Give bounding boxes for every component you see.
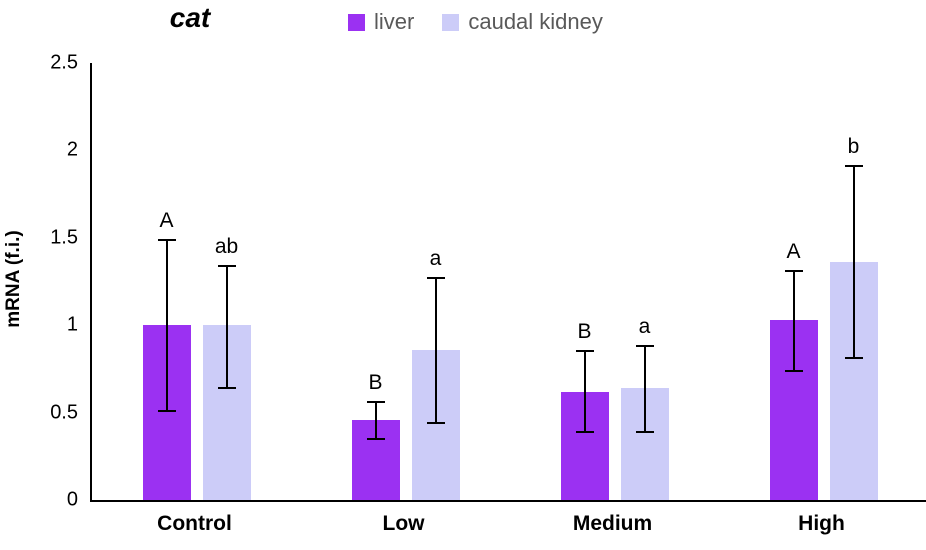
error-bar-cap <box>366 401 385 404</box>
y-tick-label: 1.5 <box>50 226 78 249</box>
error-bar <box>225 265 228 389</box>
error-bar <box>374 402 377 439</box>
error-bar-cap <box>784 369 803 372</box>
significance-letter: B <box>577 320 592 344</box>
significance-letter: a <box>638 315 651 339</box>
significance-letter: b <box>847 135 860 159</box>
y-tick-label: 2 <box>66 138 78 161</box>
x-axis-label: Medium <box>572 512 653 535</box>
y-tick-label: 0 <box>66 488 78 511</box>
error-bar-cap <box>575 430 594 433</box>
significance-letter: ab <box>214 234 239 258</box>
error-bar-cap <box>426 277 445 280</box>
legend: liver caudal kidney <box>348 9 603 35</box>
error-bar-cap <box>635 345 654 348</box>
legend-swatch-icon <box>348 13 365 31</box>
error-bar-cap <box>426 422 445 425</box>
y-tick-label: 0.5 <box>50 401 78 424</box>
error-bar-cap <box>844 165 863 168</box>
error-bar-cap <box>217 264 236 267</box>
error-bar-cap <box>157 238 176 241</box>
legend-label: liver <box>374 9 415 34</box>
y-tick-label: 2.5 <box>50 51 78 74</box>
chart-title: cat <box>169 2 211 33</box>
legend-item: caudal kidney <box>442 9 603 35</box>
y-tick-label: 1 <box>66 313 78 336</box>
legend-label: caudal kidney <box>468 9 603 34</box>
error-bar-cap <box>217 387 236 390</box>
error-bar-cap <box>157 409 176 412</box>
legend-swatch-icon <box>442 13 460 31</box>
significance-letter: A <box>159 208 174 232</box>
error-bar-cap <box>844 357 863 360</box>
error-bar <box>165 239 168 411</box>
error-bar <box>792 271 795 371</box>
error-bar <box>852 166 855 359</box>
significance-letter: a <box>429 247 442 271</box>
legend-item: liver <box>348 9 414 35</box>
error-bar-cap <box>784 270 803 273</box>
error-bar <box>583 351 586 432</box>
error-bar <box>434 278 437 424</box>
y-axis-tick-labels: 0 0.5 1 1.5 2 2.5 <box>0 52 78 511</box>
error-bar-cap <box>575 350 594 353</box>
x-axis-label: Control <box>157 512 232 535</box>
x-axis-label: High <box>798 512 845 535</box>
significance-letter: A <box>786 240 801 264</box>
error-bar-cap <box>635 430 654 433</box>
error-bar <box>643 346 646 432</box>
significance-letter: B <box>368 371 383 395</box>
x-axis-labels: Control Low Medium High <box>90 512 926 546</box>
x-axis-label: Low <box>382 512 425 535</box>
error-bar-cap <box>366 437 385 440</box>
